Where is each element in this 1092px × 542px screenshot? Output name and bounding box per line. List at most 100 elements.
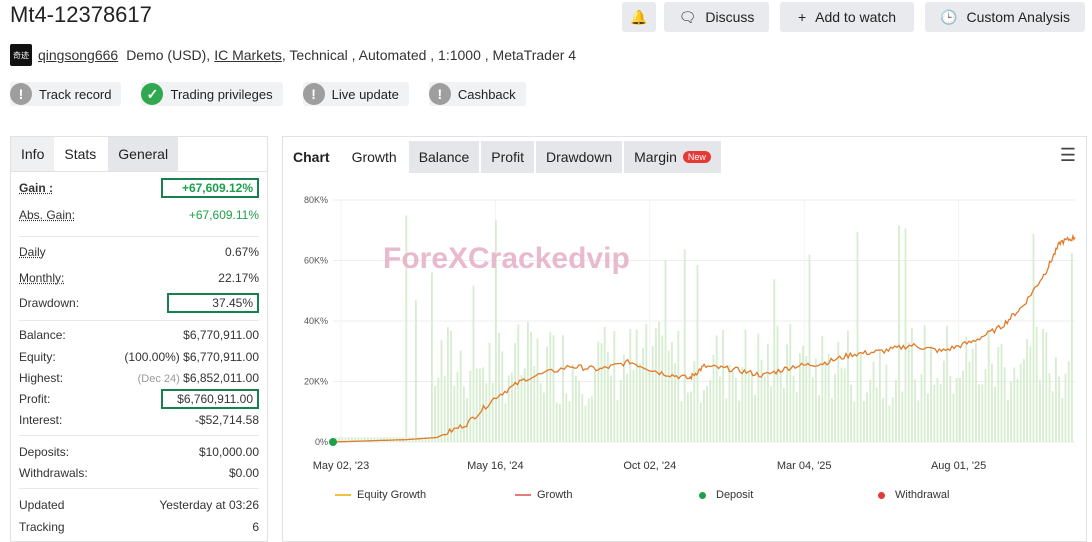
chart-bar — [421, 437, 424, 442]
chart-bar — [975, 343, 977, 442]
chart-bar — [1071, 253, 1073, 442]
chart-bar — [347, 437, 350, 442]
badge-trading-privileges[interactable]: ✓ Trading privileges — [141, 82, 283, 106]
tab-margin[interactable]: Margin New — [624, 141, 721, 173]
monthly-value: 22.17% — [218, 271, 259, 285]
chart-bar — [962, 370, 964, 442]
chart-bar — [379, 437, 382, 442]
chart-bar — [821, 335, 824, 442]
chart-bar — [869, 379, 872, 442]
chart-bar — [917, 400, 920, 442]
badge-label: Live update — [331, 86, 399, 102]
chart-bar — [805, 356, 808, 442]
notification-button[interactable]: 🔔 — [622, 2, 656, 32]
chart-bar — [901, 391, 904, 442]
chart-bar — [600, 343, 603, 442]
add-to-watch-button[interactable]: + Add to watch — [780, 2, 914, 32]
chart-bar — [344, 437, 347, 442]
chart-bar — [357, 437, 360, 442]
stat-drawdown: Drawdown: 37.45% — [19, 293, 259, 313]
chart-bar — [338, 437, 340, 442]
legend-growth[interactable]: Growth — [515, 489, 572, 501]
chart-bar — [1019, 363, 1022, 442]
stat-tracking: Tracking 6 — [19, 518, 259, 536]
chart-bar — [795, 392, 798, 442]
custom-analysis-button[interactable]: 🕒 Custom Analysis — [925, 2, 1085, 32]
chart-bar — [891, 397, 894, 442]
chart-bar — [584, 405, 587, 442]
tab-drawdown[interactable]: Drawdown — [535, 141, 623, 173]
chart-bar — [597, 341, 600, 442]
badge-cashback[interactable]: ! Cashback — [428, 82, 526, 106]
profit-label: Profit: — [19, 392, 51, 406]
chart-bar — [850, 384, 852, 442]
legend-swatch — [878, 491, 885, 499]
chart-bar — [1067, 361, 1070, 442]
legend-equity-growth[interactable]: Equity Growth — [335, 489, 426, 501]
chart-bar — [504, 403, 507, 442]
badge-live-update[interactable]: ! Live update — [302, 82, 409, 106]
chart-bar — [635, 329, 638, 442]
legend-withdrawal[interactable]: Withdrawal — [878, 489, 949, 501]
chart-bar — [450, 330, 452, 442]
broker-link[interactable]: IC Markets — [214, 47, 282, 63]
account-info-line: 奇迹 qingsong666 Demo (USD), IC Markets , … — [10, 44, 576, 66]
divider — [19, 236, 259, 237]
badge-track-record[interactable]: ! Track record — [10, 82, 122, 106]
chart-bar — [997, 346, 1000, 442]
legend-label: Withdrawal — [895, 489, 950, 501]
info-icon: ! — [302, 83, 325, 105]
chart-bar — [767, 343, 769, 442]
chart-bar — [536, 338, 539, 442]
chart-bar — [507, 375, 510, 442]
chart-bar — [943, 360, 945, 442]
chart-bar — [447, 327, 449, 442]
chart-bar — [1045, 332, 1048, 442]
chart-bar — [443, 376, 446, 442]
chart-bar — [856, 232, 859, 442]
chart-bar — [898, 225, 900, 442]
highest-label: Highest: — [19, 371, 64, 385]
info-icon: ! — [428, 83, 451, 105]
chart-bar — [824, 361, 827, 442]
legend-deposit[interactable]: Deposit — [699, 489, 753, 501]
settings-sliders-icon[interactable]: ☰ — [1059, 145, 1076, 165]
divider — [19, 320, 259, 321]
deposits-value: $10,000.00 — [198, 445, 259, 459]
discuss-button[interactable]: 🗨 Discuss — [664, 2, 769, 32]
stat-updated: Updated Yesterday at 03:26 — [19, 496, 259, 514]
tab-growth[interactable]: Growth — [351, 149, 397, 165]
chart-bar — [719, 376, 721, 442]
username-link[interactable]: qingsong666 — [38, 47, 119, 63]
chart-bar — [437, 377, 440, 442]
chart-bar — [616, 399, 619, 442]
chart-bar — [587, 398, 590, 442]
chart-bar — [815, 358, 817, 442]
tab-info[interactable]: Info — [11, 137, 55, 171]
legend-swatch — [515, 494, 531, 496]
chart-bar — [1029, 346, 1032, 442]
tab-stats[interactable]: Stats — [54, 137, 107, 171]
tab-general[interactable]: General — [108, 137, 179, 171]
chart-bar — [751, 372, 753, 442]
legend-swatch — [335, 494, 351, 496]
chart-bar — [655, 328, 657, 442]
chart-bar — [776, 325, 779, 442]
highest-value: $6,852,011.00 — [183, 371, 259, 385]
chart-bar — [578, 380, 580, 442]
legend-swatch — [699, 491, 706, 499]
divider — [19, 488, 259, 489]
chart-bar — [763, 376, 766, 442]
tab-chart[interactable]: Chart — [293, 149, 330, 165]
chart-bar — [738, 400, 740, 442]
tab-profit[interactable]: Profit — [481, 141, 534, 173]
new-badge: New — [682, 151, 711, 163]
chart-bar — [1010, 381, 1012, 442]
chart-bar — [968, 361, 971, 442]
gain-label: Gain : — [19, 181, 54, 195]
chart-bar — [1013, 367, 1016, 442]
chart-bar — [725, 398, 728, 442]
monthly-label: Monthly: — [19, 271, 65, 285]
tab-balance[interactable]: Balance — [408, 141, 480, 173]
chart-bar — [709, 379, 712, 442]
